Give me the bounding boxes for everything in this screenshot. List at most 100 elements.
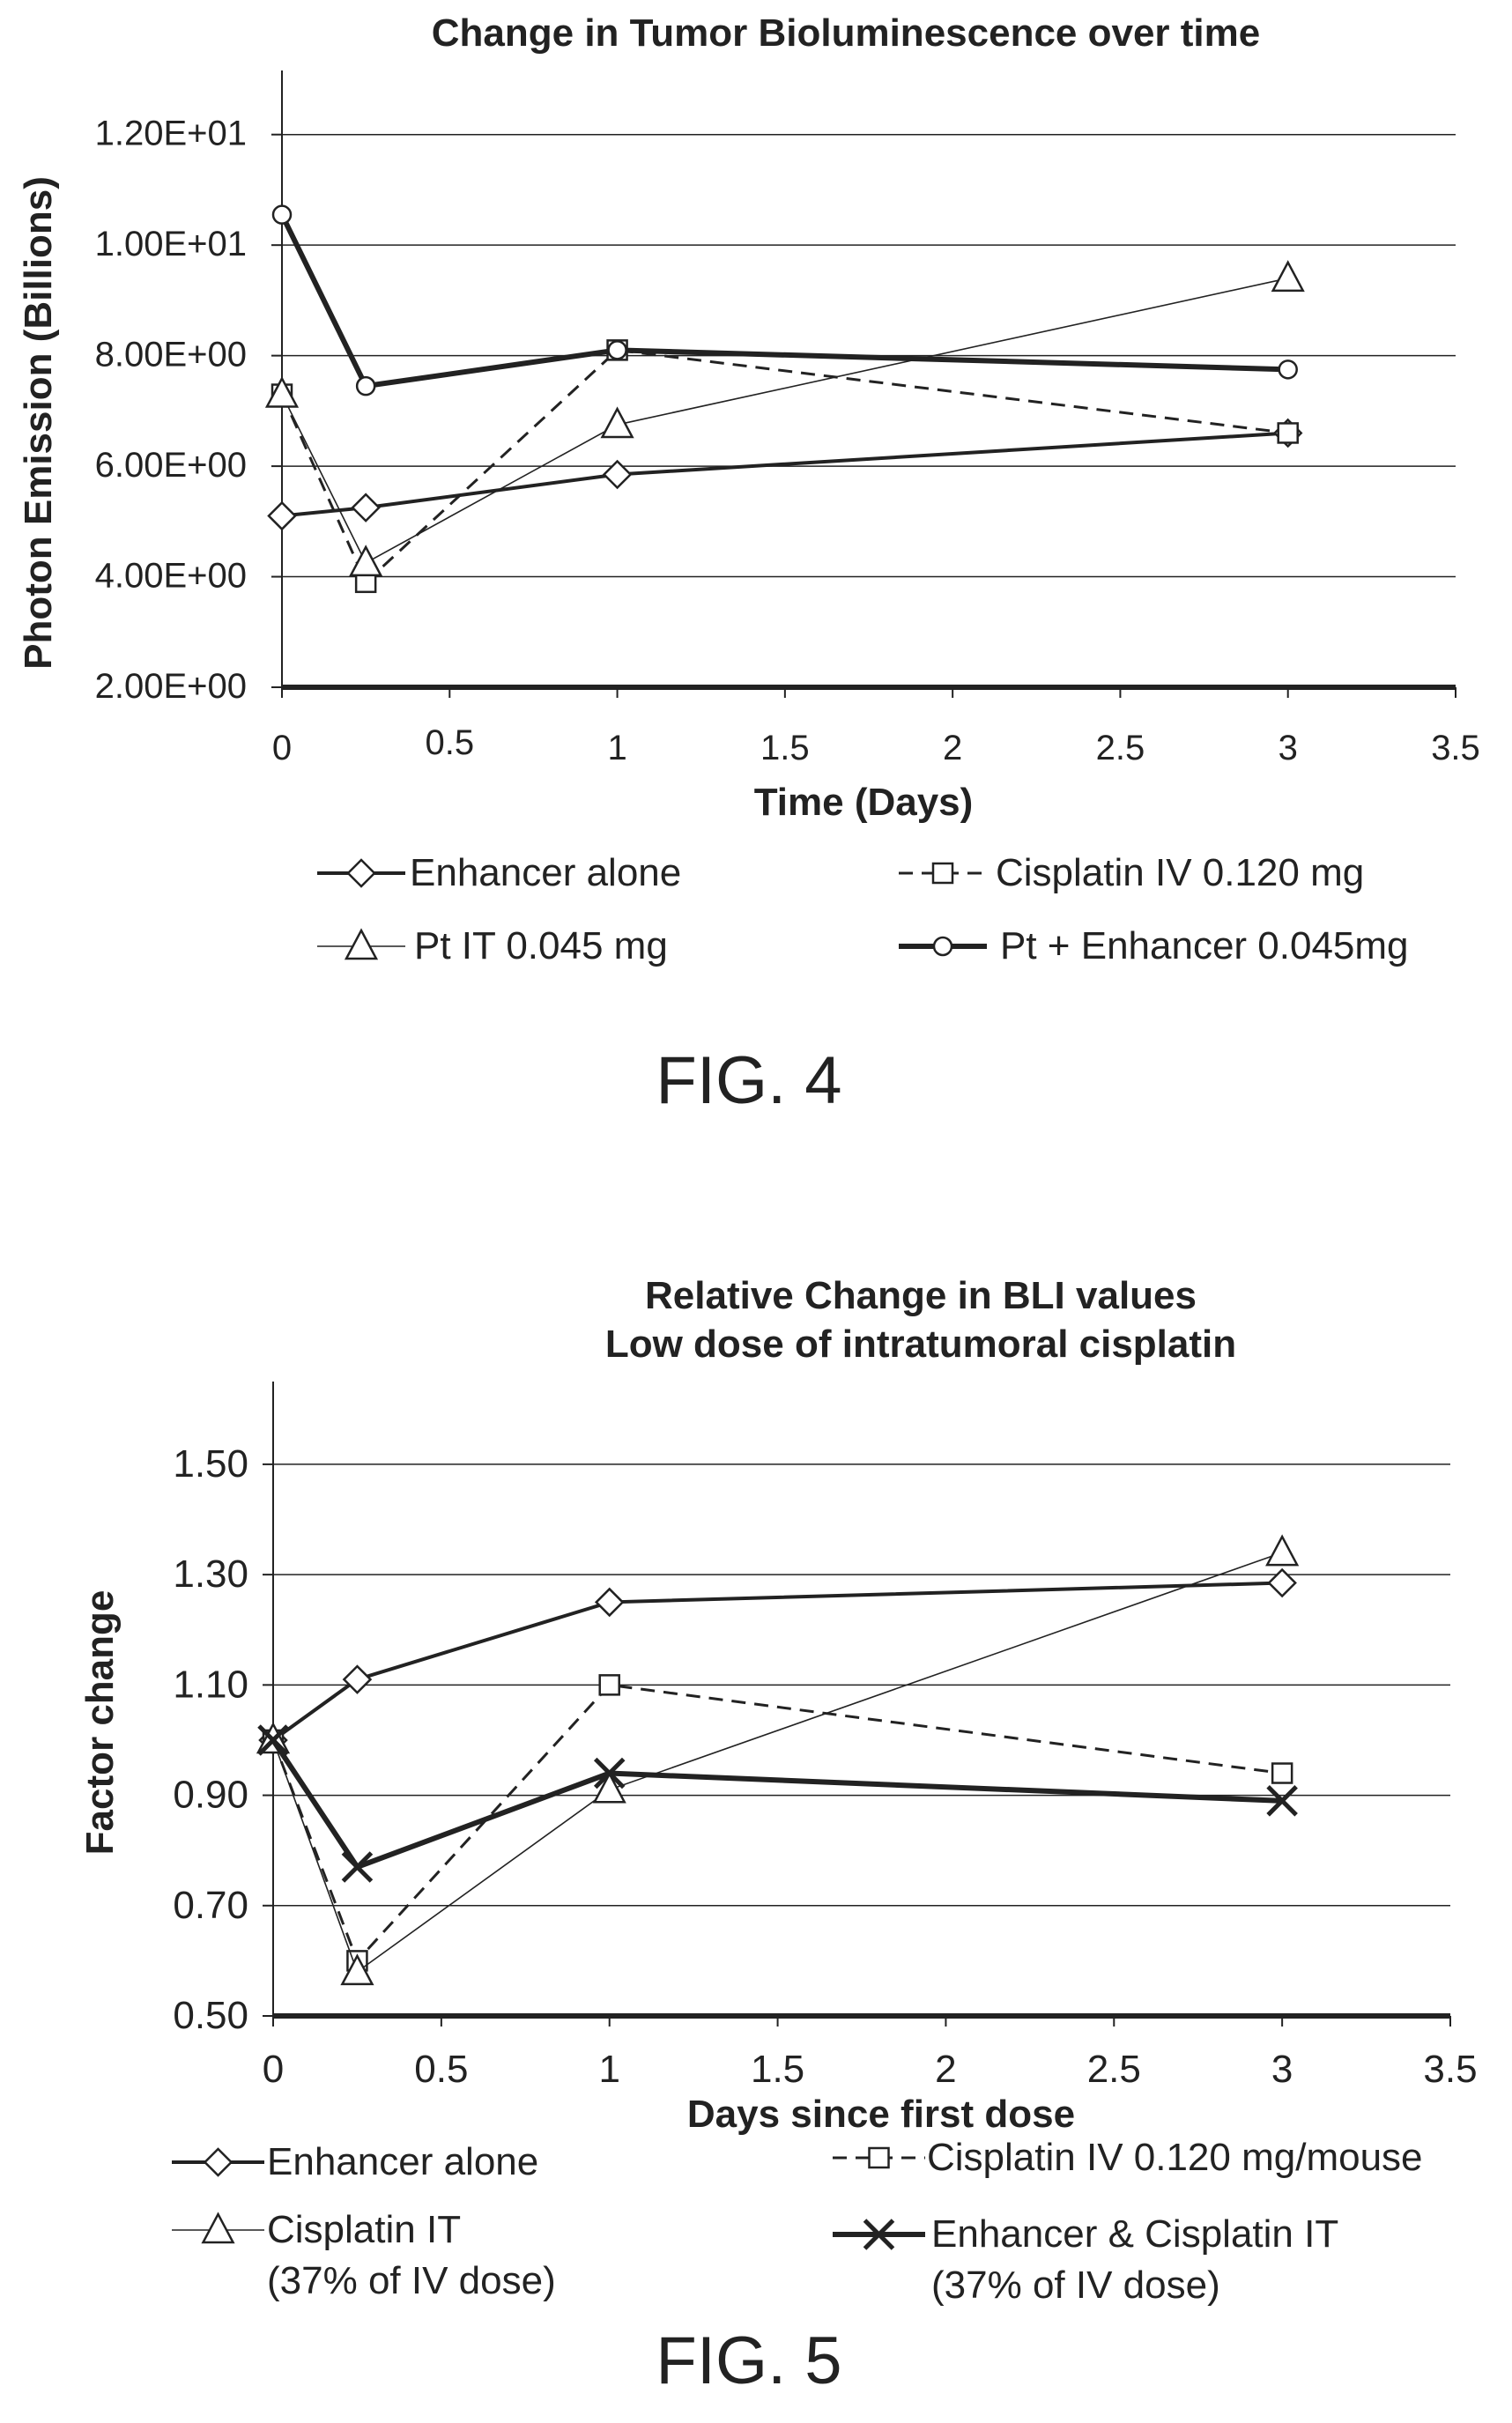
series-line — [281, 278, 1288, 564]
x-tick-label: 2.5 — [1087, 2048, 1141, 2091]
data-point-diamond — [1267, 1567, 1297, 1598]
data-point-diamond — [342, 1664, 373, 1694]
y-tick-label: 0.70 — [173, 1884, 248, 1927]
legend-marker-triangle — [201, 2212, 235, 2244]
data-point-diamond — [351, 493, 381, 522]
data-point-diamond — [594, 1587, 625, 1618]
legend-label: Enhancer alone — [267, 2140, 538, 2183]
x-tick-label: 3 — [1279, 729, 1298, 767]
data-point-triangle — [349, 545, 383, 577]
series-1 — [267, 418, 1303, 531]
data-point-diamond — [602, 459, 633, 490]
figure-label: FIG. 4 — [656, 1043, 841, 1118]
x-axis-label: Time (Days) — [754, 781, 974, 824]
legend-marker-circle — [932, 936, 953, 957]
series-line — [271, 1738, 1283, 1871]
series-line — [271, 1683, 1283, 1964]
chart-title: Relative Change in BLI values — [645, 1274, 1197, 1317]
data-point-square — [598, 1674, 620, 1696]
x-tick-label: 0.5 — [414, 2048, 468, 2091]
series-line — [281, 431, 1288, 518]
legend-label: Enhancer alone — [410, 851, 681, 894]
legend-marker-triangle — [344, 928, 379, 960]
chart-1: Change in Tumor Bioluminescence over tim… — [17, 11, 1480, 1118]
x-tick-label: 2.5 — [1096, 729, 1145, 767]
y-tick-label: 0.90 — [173, 1774, 248, 1817]
x-tick-label: 0 — [263, 2048, 284, 2091]
x-tick-label: 3.5 — [1423, 2048, 1477, 2091]
series-line — [272, 1552, 1283, 1974]
data-point-triangle — [264, 375, 300, 408]
x-tick-label: 3.5 — [1431, 729, 1480, 767]
x-tick-label: 1.5 — [751, 2048, 804, 2091]
legend-item: Enhancer alone — [172, 2140, 538, 2183]
y-tick-label: 1.10 — [173, 1663, 248, 1706]
y-tick-label: 2.00E+00 — [95, 667, 247, 706]
legend-item: Cisplatin IT (37% of IV dose) — [172, 2208, 556, 2302]
data-point-triangle — [340, 1953, 374, 1986]
data-point-x — [1266, 1785, 1298, 1817]
series-2 — [262, 1674, 1293, 1972]
y-tick-label: 1.30 — [173, 1552, 248, 1596]
series-3 — [264, 260, 1305, 577]
x-tick-label: 1 — [607, 729, 626, 767]
legend-label: Cisplatin IT — [267, 2208, 461, 2251]
y-tick-label: 4.00E+00 — [95, 557, 247, 596]
x-tick-label: 0 — [272, 729, 292, 767]
x-tick-label: 2 — [935, 2048, 956, 2091]
legend-item: Pt IT 0.045 mg — [317, 924, 668, 967]
legend-marker-square — [931, 862, 954, 885]
y-axis-label: Factor change — [78, 1590, 122, 1856]
x-tick-label: 2 — [943, 729, 962, 767]
series-3 — [256, 1534, 1300, 1986]
legend-label: Pt IT 0.045 mg — [414, 924, 668, 967]
data-point-circle — [271, 204, 293, 225]
x-axis-label: Days since first dose — [687, 2093, 1075, 2136]
y-tick-label: 6.00E+00 — [95, 446, 247, 485]
legend-label: Pt + Enhancer 0.045mg — [1000, 924, 1409, 967]
data-point-triangle — [1265, 1534, 1300, 1567]
legend-label: Cisplatin IV 0.120 mg/mouse — [927, 2136, 1423, 2179]
series-4 — [257, 1724, 1298, 1883]
legend-item: Enhancer & Cisplatin IT (37% of IV dose) — [833, 2212, 1338, 2307]
data-point-x — [593, 1757, 626, 1789]
legend-item: Cisplatin IV 0.120 mg — [899, 851, 1364, 894]
series-line — [271, 1581, 1283, 1742]
x-tick-label: 3 — [1271, 2048, 1293, 2091]
legend-marker-diamond — [203, 2147, 233, 2177]
legend-label: Cisplatin IV 0.120 mg — [996, 851, 1364, 894]
data-point-diamond — [267, 500, 297, 531]
legend-item: Pt + Enhancer 0.045mg — [899, 924, 1409, 967]
data-point-circle — [1278, 359, 1298, 380]
legend-item: Cisplatin IV 0.120 mg/mouse — [833, 2136, 1423, 2179]
legend-marker-x — [863, 2219, 895, 2250]
data-point-triangle — [592, 1771, 626, 1804]
data-point-circle — [607, 340, 627, 360]
legend-item: Enhancer alone — [317, 851, 681, 894]
series-4 — [271, 204, 1298, 396]
data-point-square — [1271, 1762, 1293, 1784]
y-tick-label: 8.00E+00 — [95, 336, 247, 374]
chart-title: Low dose of intratumoral cisplatin — [605, 1323, 1236, 1366]
x-tick-label: 0.5 — [425, 723, 474, 762]
x-tick-label: 1 — [598, 2048, 619, 2091]
legend-marker-square — [868, 2146, 890, 2169]
series-line — [280, 348, 1288, 585]
y-tick-label: 1.20E+01 — [95, 115, 247, 153]
y-tick-label: 1.50 — [173, 1442, 248, 1486]
legend-marker-diamond — [346, 858, 376, 888]
chart-2: Relative Change in BLI values Low dose of… — [78, 1274, 1478, 2398]
data-point-triangle — [1271, 260, 1305, 293]
y-axis-label: Photon Emission (Billions) — [17, 176, 60, 670]
series-1 — [258, 1567, 1297, 1755]
chart-title: Change in Tumor Bioluminescence over tim… — [432, 11, 1261, 55]
data-point-x — [341, 1851, 374, 1883]
data-point-x — [257, 1724, 289, 1756]
legend-label: (37% of IV dose) — [267, 2259, 556, 2302]
data-point-square — [1277, 422, 1299, 444]
data-point-circle — [355, 375, 376, 396]
x-tick-label: 1.5 — [760, 729, 810, 767]
y-tick-label: 1.00E+01 — [95, 225, 247, 263]
y-tick-label: 0.50 — [173, 1994, 248, 2037]
